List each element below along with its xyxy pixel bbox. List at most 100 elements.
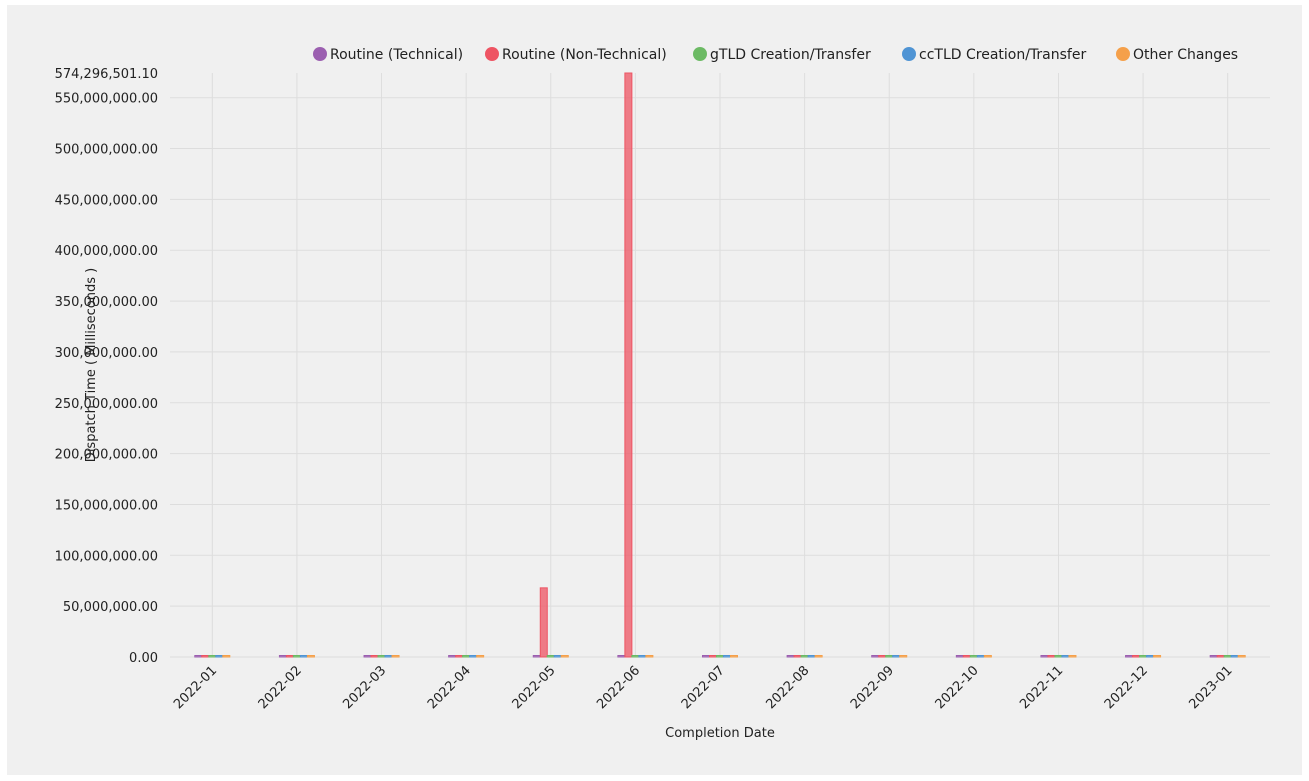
bar-9-2[interactable] <box>969 655 978 658</box>
y-tick-label: 150,000,000.00 <box>55 498 158 513</box>
bar-11-0[interactable] <box>1125 655 1134 658</box>
legend-item[interactable]: ccTLD Creation/Transfer <box>902 47 1086 63</box>
bar-5-0[interactable] <box>617 655 626 658</box>
x-tick-label: 2022-08 <box>763 663 812 712</box>
bar-12-4[interactable] <box>1237 655 1246 658</box>
x-axis-ticks: 2022-01 2022-02 2022-03 2022-04 2022-05 2022-… <box>171 663 1235 712</box>
legend-item[interactable]: Routine (Non-Technical) <box>485 47 667 63</box>
bar-7-2[interactable] <box>800 655 809 658</box>
x-axis-title: Completion Date <box>665 726 775 741</box>
bars <box>194 72 1246 658</box>
y-tick-label: 100,000,000.00 <box>55 549 158 564</box>
bar-2-0[interactable] <box>363 655 372 658</box>
bar-1-0[interactable] <box>278 655 287 658</box>
x-tick-label: 2022-05 <box>510 663 559 712</box>
bar-3-2[interactable] <box>462 655 471 658</box>
bar-2-1[interactable] <box>370 655 379 658</box>
chart-panel: 0.00 50,000,000.00 100,000,000.00 150,000,0… <box>7 5 1302 775</box>
bar-9-4[interactable] <box>983 655 992 658</box>
bar-4-4[interactable] <box>560 655 569 658</box>
bar-10-4[interactable] <box>1068 655 1077 658</box>
bar-6-1[interactable] <box>709 655 717 658</box>
y-max-label: 574,296,501.10 <box>55 67 158 82</box>
bar-6-2[interactable] <box>716 655 724 658</box>
bar-8-3[interactable] <box>892 655 901 658</box>
legend-item[interactable]: Other Changes <box>1116 47 1238 63</box>
bar-5-4[interactable] <box>645 655 654 658</box>
y-tick-label: 350,000,000.00 <box>55 295 158 310</box>
legend: Routine (Technical) Routine (Non-Technica… <box>313 47 1238 63</box>
bar-4-2[interactable] <box>546 655 555 658</box>
bar-7-1[interactable] <box>793 655 802 658</box>
bar-7-4[interactable] <box>814 655 823 658</box>
legend-label: gTLD Creation/Transfer <box>710 47 871 63</box>
legend-item[interactable]: gTLD Creation/Transfer <box>693 47 871 63</box>
x-tick-label: 2022-12 <box>1102 663 1151 712</box>
bar-8-0[interactable] <box>871 655 880 658</box>
y-tick-label: 0.00 <box>129 651 158 666</box>
bar-12-3[interactable] <box>1230 655 1239 658</box>
bar-11-4[interactable] <box>1153 655 1162 658</box>
bar-10-1[interactable] <box>1047 655 1056 658</box>
bar-3-1[interactable] <box>455 655 464 658</box>
bar-4-0[interactable] <box>532 655 541 658</box>
legend-swatch <box>313 47 327 61</box>
bar-1-4[interactable] <box>306 655 315 658</box>
x-tick-label: 2022-06 <box>594 663 643 712</box>
y-tick-label: 550,000,000.00 <box>55 92 158 107</box>
bar-12-2[interactable] <box>1223 655 1232 658</box>
bar-5-2[interactable] <box>631 655 640 658</box>
bar-3-4[interactable] <box>476 655 485 658</box>
bar-9-0[interactable] <box>955 655 964 658</box>
y-tick-label: 250,000,000.00 <box>55 397 158 412</box>
x-tick-label: 2022-07 <box>679 663 728 712</box>
legend-label: Routine (Technical) <box>330 47 463 63</box>
bar-8-4[interactable] <box>899 655 908 658</box>
bar-8-1[interactable] <box>878 655 887 658</box>
bar-9-3[interactable] <box>976 655 985 658</box>
bar-6-4[interactable] <box>730 655 738 658</box>
bar-11-1[interactable] <box>1132 655 1141 658</box>
bar-0-1[interactable] <box>201 655 210 658</box>
bar-4-3[interactable] <box>553 655 562 658</box>
bar-5-1[interactable] <box>624 72 633 658</box>
bar-7-0[interactable] <box>786 655 795 658</box>
y-tick-label: 400,000,000.00 <box>55 244 158 259</box>
y-axis-ticks: 0.00 50,000,000.00 100,000,000.00 150,000,0… <box>55 67 158 666</box>
bar-9-1[interactable] <box>962 655 971 658</box>
bar-3-3[interactable] <box>469 655 478 658</box>
x-tick-label: 2022-03 <box>340 663 389 712</box>
bar-8-2[interactable] <box>885 655 894 658</box>
bar-0-0[interactable] <box>194 655 203 658</box>
bar-2-3[interactable] <box>384 655 393 658</box>
bar-6-3[interactable] <box>723 655 731 658</box>
bar-6-0[interactable] <box>702 655 710 658</box>
bar-3-0[interactable] <box>448 655 457 658</box>
bar-11-2[interactable] <box>1139 655 1148 658</box>
x-tick-label: 2022-09 <box>848 663 897 712</box>
bar-7-3[interactable] <box>807 655 816 658</box>
y-axis-title: Dispatch Time ( Milliseconds ) <box>84 268 99 462</box>
bar-10-2[interactable] <box>1054 655 1063 658</box>
legend-swatch <box>902 47 916 61</box>
bar-1-3[interactable] <box>299 655 308 658</box>
bar-5-3[interactable] <box>638 655 647 658</box>
bar-12-0[interactable] <box>1209 655 1218 658</box>
bar-10-3[interactable] <box>1061 655 1070 658</box>
grid-lines <box>170 73 1270 658</box>
bar-10-0[interactable] <box>1040 655 1049 658</box>
bar-2-2[interactable] <box>377 655 386 658</box>
legend-item[interactable]: Routine (Technical) <box>313 47 463 63</box>
bar-1-2[interactable] <box>292 655 301 658</box>
bar-2-4[interactable] <box>391 655 400 658</box>
bar-0-2[interactable] <box>208 655 217 658</box>
bar-12-1[interactable] <box>1216 655 1225 658</box>
bar-4-1[interactable] <box>539 587 548 658</box>
legend-swatch <box>485 47 499 61</box>
x-tick-label: 2022-11 <box>1017 663 1066 712</box>
x-tick-label: 2022-02 <box>256 663 305 712</box>
bar-0-3[interactable] <box>215 655 224 658</box>
bar-0-4[interactable] <box>222 655 231 658</box>
bar-11-3[interactable] <box>1146 655 1155 658</box>
bar-1-1[interactable] <box>285 655 294 658</box>
